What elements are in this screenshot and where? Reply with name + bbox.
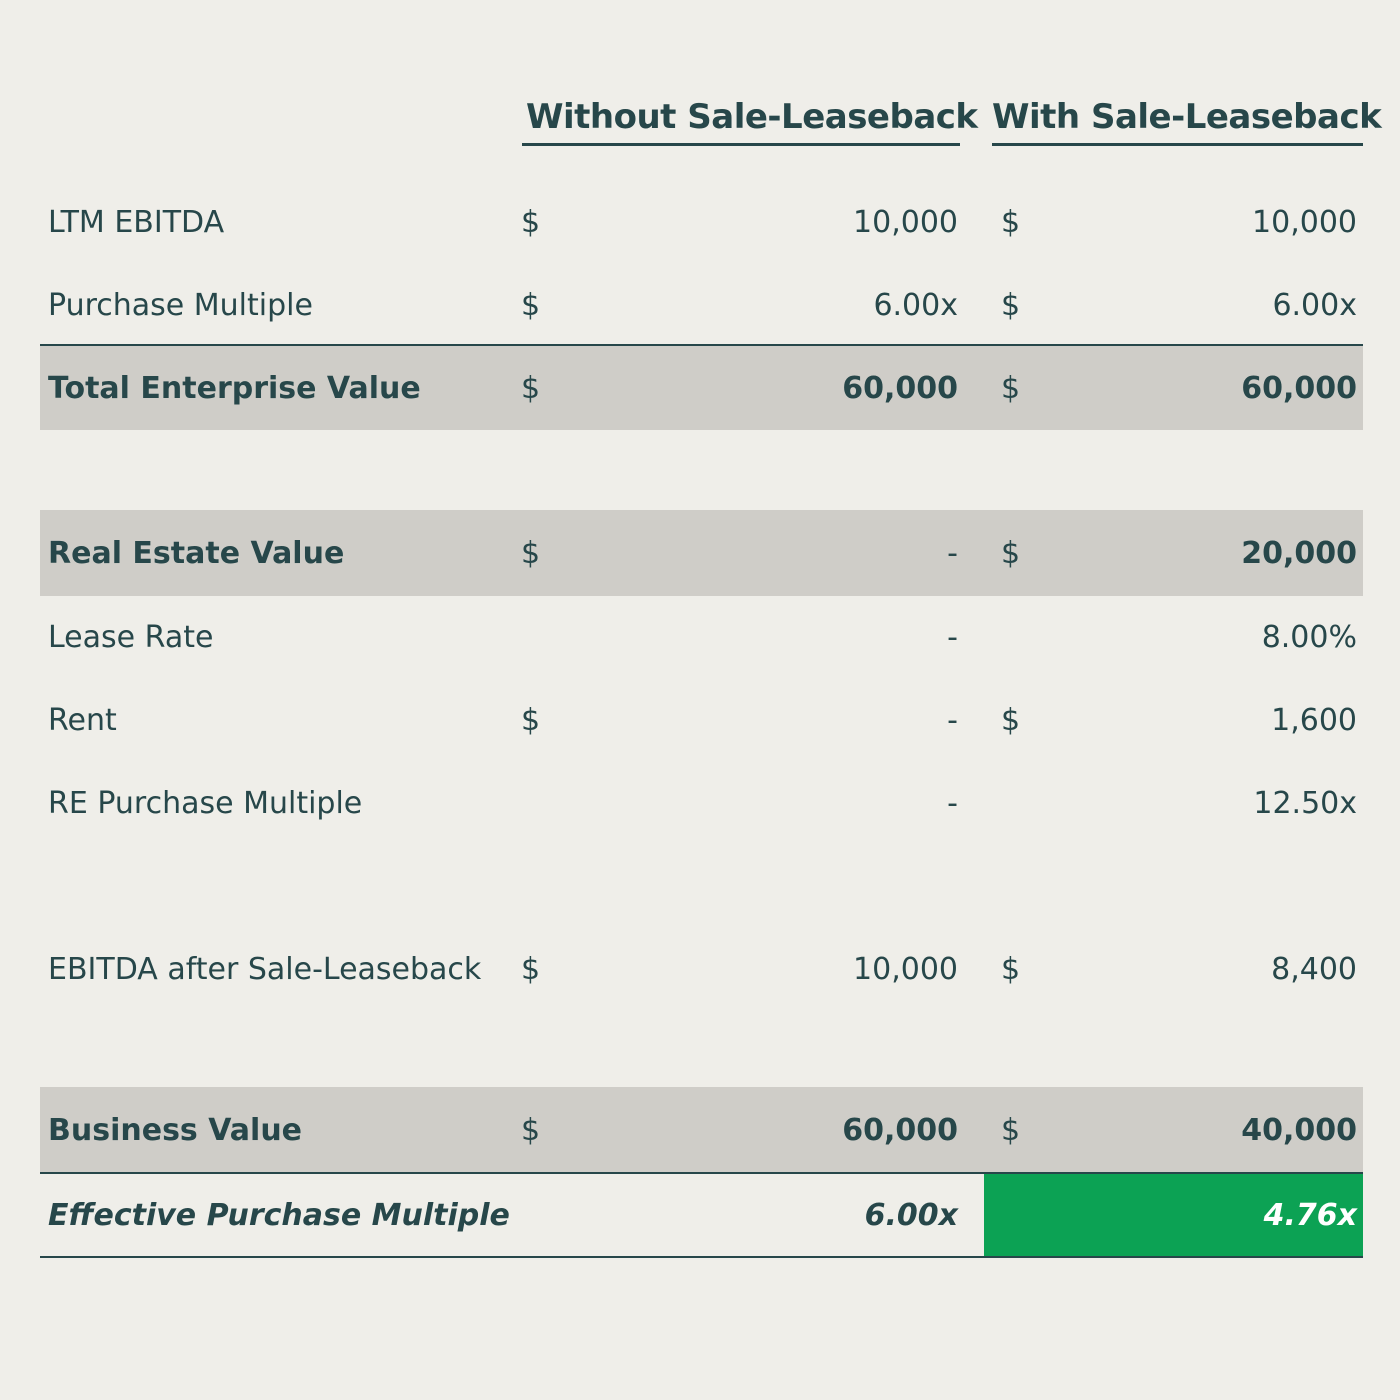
value-with: 8.00% <box>1261 619 1357 655</box>
row-label: LTM EBITDA <box>48 204 225 240</box>
row-label: Total Enterprise Value <box>48 370 421 406</box>
currency-symbol-without: $ <box>521 204 541 240</box>
value-without: 6.00x <box>873 287 958 323</box>
currency-symbol-without: $ <box>521 287 541 323</box>
row-label: Rent <box>48 702 117 738</box>
value-without: - <box>947 619 958 655</box>
row-ebitda-after-sale-leaseback: EBITDA after Sale-Leaseback $ 10,000 $ 8… <box>40 926 1363 1012</box>
value-with: 8,400 <box>1271 951 1357 987</box>
value-without: 60,000 <box>842 370 958 406</box>
column-header-with-sale-leaseback: With Sale-Leaseback <box>992 94 1382 146</box>
currency-symbol-without: $ <box>521 951 541 987</box>
currency-symbol-with: $ <box>1001 1112 1021 1148</box>
value-with: 12.50x <box>1253 785 1357 821</box>
currency-symbol-with: $ <box>1001 287 1021 323</box>
value-with: 60,000 <box>1241 370 1357 406</box>
value-without: - <box>947 785 958 821</box>
currency-symbol-without: $ <box>521 702 541 738</box>
value-without: 60,000 <box>842 1112 958 1148</box>
highlight-cell <box>984 1174 1363 1256</box>
value-without: - <box>947 535 958 571</box>
row-label: Lease Rate <box>48 619 214 655</box>
row-label: Effective Purchase Multiple <box>48 1197 510 1233</box>
row-re-purchase-multiple: RE Purchase Multiple - 12.50x <box>40 760 1363 846</box>
row-ltm-ebitda: LTM EBITDA $ 10,000 $ 10,000 <box>40 179 1363 265</box>
value-with: 1,600 <box>1271 702 1357 738</box>
row-purchase-multiple: Purchase Multiple $ 6.00x $ 6.00x <box>40 262 1363 348</box>
row-label: Business Value <box>48 1112 303 1148</box>
value-with: 10,000 <box>1252 204 1357 240</box>
value-without: 6.00x <box>864 1197 958 1233</box>
currency-symbol-with: $ <box>1001 535 1021 571</box>
value-with: 40,000 <box>1241 1112 1357 1148</box>
value-without: 10,000 <box>853 204 958 240</box>
row-business-value: Business Value $ 60,000 $ 40,000 <box>40 1087 1363 1173</box>
currency-symbol-with: $ <box>1001 951 1021 987</box>
value-with: 6.00x <box>1272 287 1357 323</box>
row-rent: Rent $ - $ 1,600 <box>40 677 1363 763</box>
row-real-estate-value: Real Estate Value $ - $ 20,000 <box>40 510 1363 596</box>
value-with: 20,000 <box>1241 535 1357 571</box>
currency-symbol-with: $ <box>1001 204 1021 240</box>
currency-symbol-with: $ <box>1001 702 1021 738</box>
row-label: Purchase Multiple <box>48 287 313 323</box>
currency-symbol-without: $ <box>521 535 541 571</box>
value-with: 4.76x <box>1263 1197 1357 1233</box>
row-label: EBITDA after Sale-Leaseback <box>48 951 482 987</box>
row-total-enterprise-value: Total Enterprise Value $ 60,000 $ 60,000 <box>40 344 1363 430</box>
row-label: RE Purchase Multiple <box>48 785 363 821</box>
value-without: 10,000 <box>853 951 958 987</box>
row-effective-purchase-multiple: Effective Purchase Multiple 6.00x 4.76x <box>40 1172 1363 1258</box>
currency-symbol-without: $ <box>521 1112 541 1148</box>
currency-symbol-with: $ <box>1001 370 1021 406</box>
value-without: - <box>947 702 958 738</box>
column-header-without-sale-leaseback: Without Sale-Leaseback <box>522 94 978 146</box>
row-label: Real Estate Value <box>48 535 345 571</box>
currency-symbol-without: $ <box>521 370 541 406</box>
row-lease-rate: Lease Rate - 8.00% <box>40 594 1363 680</box>
